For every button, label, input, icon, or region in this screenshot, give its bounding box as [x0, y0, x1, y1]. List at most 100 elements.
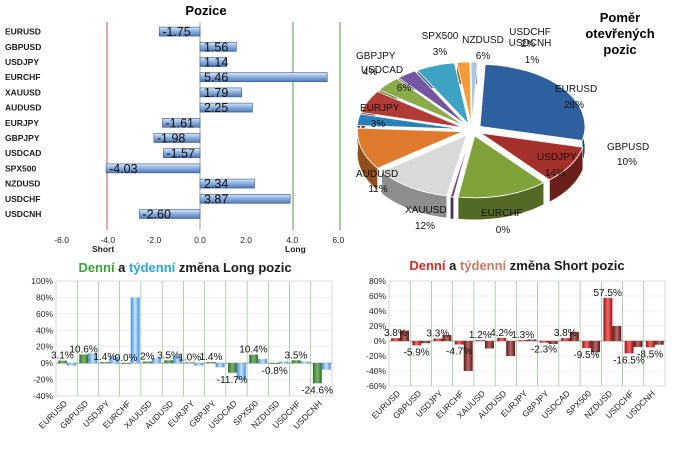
- category-label-gbpjpy: GBPJPY: [5, 133, 40, 143]
- y-tick-c3plot-5: 60%: [36, 309, 53, 319]
- bar-denn-xauusd: [143, 361, 152, 364]
- bar-t-denn-eurjpy: [527, 339, 537, 341]
- category-label-eurchf: EURCHF: [5, 72, 40, 82]
- bar-t-denn-eurjpy: [194, 363, 204, 366]
- bar-denn-audusd: [497, 337, 507, 341]
- long-change-chart: Denní a týdenní změna Long pozic -40% -20…: [31, 260, 333, 431]
- bar-eurjpy: [162, 118, 201, 128]
- pie-label-eurchf: EURCHF: [481, 208, 523, 219]
- value-label-usdcad: 3.8%: [554, 328, 577, 339]
- c3title-part-1: a: [115, 260, 129, 275]
- bar-nzdusd: [199, 178, 255, 189]
- bar-denn-audusd: [164, 360, 174, 364]
- y-tick-c4plot-7: 80%: [369, 276, 386, 286]
- bar-t-denn-usdcad: [569, 332, 579, 341]
- value-label-gbpusd: -5.9%: [404, 347, 430, 358]
- bar-denn-eurjpy: [185, 362, 195, 364]
- bar-t-denn-xauusd: [151, 358, 161, 364]
- pie-slice-audusd: [357, 127, 463, 169]
- bar-denn-xauusd: [476, 340, 485, 341]
- bar-t-denn-audusd: [506, 341, 516, 356]
- pie-label-audusd: AUDUSD: [356, 169, 398, 180]
- pie-slice-usdcnh: [470, 61, 478, 125]
- y-tick-c4plot-0: -60%: [366, 381, 386, 391]
- bar-eurchf: [199, 72, 328, 82]
- category-label-usdcad: USDCAD: [5, 148, 41, 158]
- bar-denn-nzdusd: [270, 363, 280, 364]
- positions-title: Pozice: [185, 3, 226, 18]
- bar-t-denn-nzdusd: [612, 326, 622, 341]
- pie-slice-eurjpy: [356, 113, 463, 130]
- pie-label-gbpusd: GBPUSD: [607, 142, 649, 153]
- value-label-gbpusd: 1.56: [204, 40, 228, 54]
- bar-denn-usdcnh: [645, 341, 655, 348]
- value-label-eurjpy: 1.3%: [511, 330, 534, 341]
- bar-t-denn-spx500: [591, 341, 601, 353]
- bar-spx500: [105, 163, 201, 174]
- value-label-nzdusd: -0.8%: [262, 366, 288, 377]
- pie-title-line-3: pozic: [603, 42, 636, 57]
- pie-slice-usdchf: [456, 61, 472, 125]
- category-label-eurjpy: EURJPY: [5, 118, 39, 128]
- value-label-audusd: 3.5%: [157, 350, 180, 361]
- value-label-gbpusd: 10.6%: [69, 344, 97, 355]
- bar-t-denn-usdchf: [300, 361, 310, 364]
- value-label-spx500: -4.03: [109, 162, 138, 176]
- bar-t-denn-gbpjpy: [215, 363, 225, 368]
- pie-side-eurchf: [450, 196, 454, 220]
- value-label-eurusd: 3.1%: [51, 351, 74, 362]
- value-label-eurchf: 5.46: [204, 71, 228, 85]
- value-label-audusd: 2.25: [204, 101, 228, 115]
- value-label-eurchf: 0.0%: [115, 353, 138, 364]
- value-label-usdjpy: 1.14: [204, 56, 228, 70]
- bar-t-denn-usdchf: [633, 341, 643, 347]
- long-label: Long: [285, 244, 306, 254]
- value-label-nzdusd: 2.34: [204, 177, 228, 191]
- bar-t-denn-gbpusd: [88, 353, 98, 364]
- bar-denn-gbpjpy: [206, 361, 216, 364]
- bar-usdchf: [199, 194, 291, 204]
- pie-label-spx500: SPX500: [422, 31, 459, 42]
- bar-t-denn-spx500: [258, 359, 268, 364]
- bar-t-denn-usdjpy: [109, 356, 119, 364]
- y-tick-c3plot-7: 100%: [31, 276, 53, 286]
- value-label-usdcad: -1.57: [166, 147, 195, 161]
- short-label: Short: [92, 244, 114, 254]
- bar-t-denn-usdjpy: [442, 335, 452, 341]
- pie-slice-spx500: [397, 70, 467, 126]
- value-label-usdchf: 3.5%: [285, 350, 308, 361]
- bar-t-denn-eurchf: [130, 297, 140, 364]
- pie-label-xauusd: XAUUSD: [405, 205, 447, 216]
- bar-denn-eurjpy: [518, 340, 528, 341]
- category-label-nzdusd: NZDUSD: [5, 179, 40, 189]
- c4title-part-2: týdenní: [460, 258, 507, 273]
- value-label-usdchf: 3.87: [204, 192, 228, 206]
- y-tick-c4plot-6: 60%: [369, 291, 386, 301]
- y-tick-c4plot-5: 40%: [369, 306, 386, 316]
- pie-label-usdcnh: USDCNH: [509, 38, 552, 49]
- x-tick-2: -2.0: [147, 235, 162, 245]
- y-tick-c3plot-3: 20%: [36, 342, 53, 352]
- bar-denn-gbpusd: [79, 354, 89, 364]
- value-label-spx500: -9.5%: [573, 350, 599, 361]
- pie-pct-gbpjpy: 4%: [363, 67, 378, 78]
- y-tick-c3plot-2: 0%: [41, 358, 54, 368]
- y-tick-c4plot-3: 0%: [374, 336, 387, 346]
- y-tick-c4plot-2: -20%: [366, 351, 386, 361]
- bar-denn-nzdusd: [603, 297, 613, 341]
- category-label-xauusd: XAUUSD: [5, 87, 41, 97]
- bar-t-denn-xauusd: [484, 341, 494, 349]
- bar-t-denn-eurusd: [67, 363, 76, 366]
- c3title-part-0: Denní: [78, 260, 115, 275]
- pie-slice-xauusd: [381, 134, 468, 197]
- x-tick-3: 0.0: [194, 235, 206, 245]
- bar-t-denn-usdcnh: [321, 363, 331, 370]
- pie-pct-nzdusd: 6%: [476, 51, 491, 62]
- category-label-usdjpy: USDJPY: [5, 57, 39, 67]
- bar-denn-usdchf: [291, 360, 301, 364]
- bar-eurusd: [158, 26, 201, 37]
- plot-area-c3plot: [55, 280, 333, 397]
- value-label-usdcad: -11.7%: [217, 375, 248, 386]
- value-label-usdjpy: 1.4%: [93, 352, 116, 363]
